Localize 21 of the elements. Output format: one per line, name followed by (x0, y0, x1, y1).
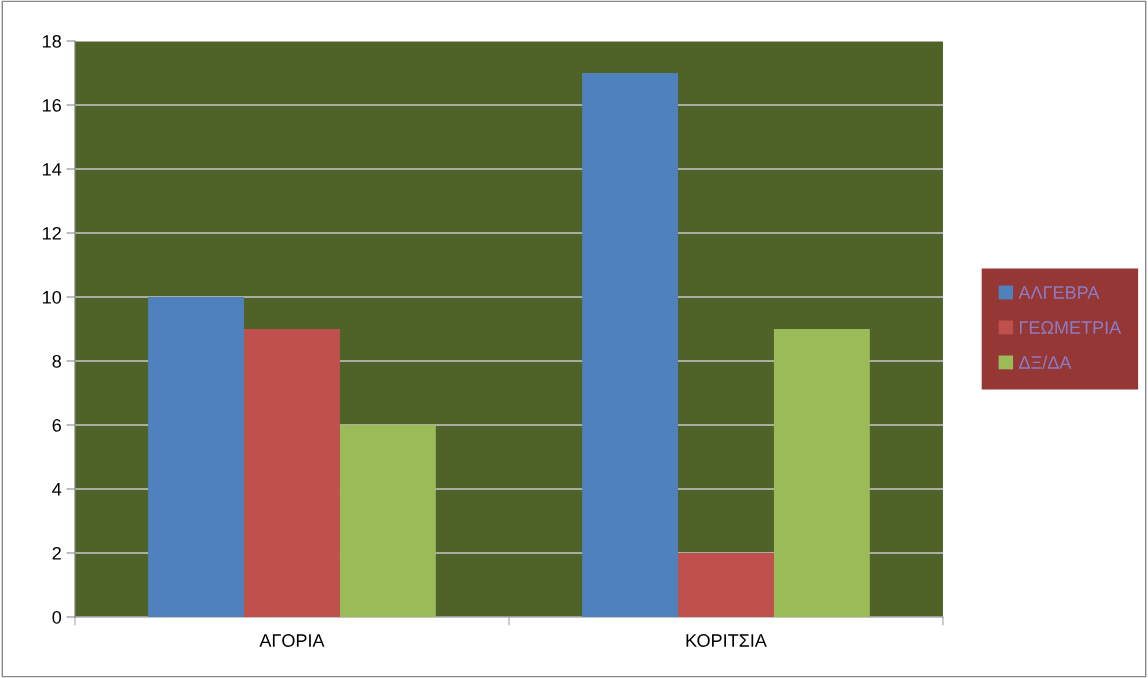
y-tick-label: 14 (43, 163, 62, 176)
y-tick-label: 8 (52, 354, 61, 368)
y-tick-label: 10 (43, 290, 62, 304)
legend-label: ΔΞ/ΔΑ (1019, 355, 1072, 369)
x-tick-label: ΑΓΟΡΙΑ (259, 634, 325, 647)
bar (148, 297, 245, 617)
y-tick-label: 0 (52, 610, 62, 624)
bar (339, 424, 436, 617)
bar (678, 552, 774, 617)
y-tick-label: 6 (52, 418, 61, 432)
y-tick-label: 4 (52, 483, 62, 496)
bar (244, 329, 340, 617)
bar (582, 73, 679, 617)
y-tick-label: 2 (52, 546, 61, 560)
legend-label: ΑΛΓΕΒΡΑ (1018, 286, 1100, 299)
x-tick-label: ΚΟΡΙΤΣΙΑ (686, 634, 767, 647)
y-tick-label: 18 (43, 34, 61, 48)
y-tick-label: 16 (43, 98, 61, 112)
bar (773, 329, 870, 617)
y-tick-label: 12 (43, 226, 61, 240)
legend-label: ΓΕΩΜΕΤΡΙΑ (1019, 321, 1122, 334)
